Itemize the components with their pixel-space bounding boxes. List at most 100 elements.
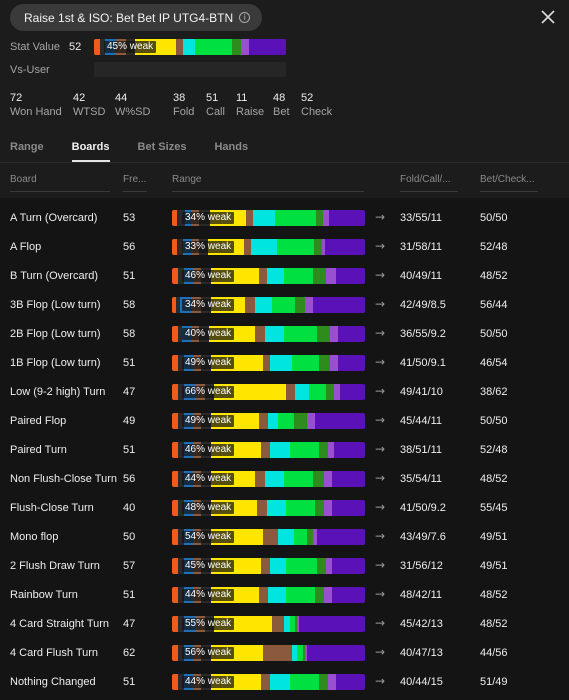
table-row[interactable]: Non Flush-Close Turn 56 44% weak → 35/54/11 4… bbox=[0, 464, 569, 493]
board-frequency: 51 bbox=[123, 357, 136, 369]
range-bar-segment bbox=[231, 39, 242, 55]
spot-title-pill[interactable]: Raise 1st & ISO: Bet Bet IP UTG4-BTN i bbox=[10, 4, 263, 31]
range-bar: 45% weak bbox=[172, 558, 365, 574]
close-icon[interactable] bbox=[538, 7, 558, 27]
column-header-fold-call-raise[interactable]: Fold/Call/... bbox=[400, 174, 451, 185]
table-row[interactable]: A Flop 56 33% weak → 31/58/11 52/48 bbox=[0, 232, 569, 261]
range-bar-segment bbox=[308, 384, 327, 400]
tab-divider bbox=[0, 162, 569, 163]
board-name: Nothing Changed bbox=[10, 676, 96, 688]
board-name: Rainbow Turn bbox=[10, 589, 78, 601]
arrow-right-icon[interactable]: → bbox=[375, 384, 386, 398]
range-bar-segment bbox=[172, 674, 178, 690]
bet-check-value: 51/49 bbox=[480, 676, 508, 688]
board-frequency: 47 bbox=[123, 618, 136, 630]
board-frequency: 53 bbox=[123, 212, 136, 224]
column-header-bet-check[interactable]: Bet/Check... bbox=[480, 174, 535, 185]
range-bar: 44% weak bbox=[172, 674, 365, 690]
arrow-right-icon[interactable]: → bbox=[375, 210, 386, 224]
range-bar-segment bbox=[264, 326, 284, 342]
range-bar-segment bbox=[172, 529, 178, 545]
board-name: Paired Turn bbox=[10, 444, 67, 456]
table-row[interactable]: Nothing Changed 51 44% weak → 40/44/15 51/49 bbox=[0, 667, 569, 696]
range-bar-segment bbox=[297, 616, 300, 632]
arrow-right-icon[interactable]: → bbox=[375, 297, 386, 311]
info-icon[interactable]: i bbox=[239, 12, 251, 23]
range-bar-label: 45% weak bbox=[104, 41, 157, 53]
summary-stat-label: Fold bbox=[173, 106, 195, 118]
arrow-right-icon[interactable]: → bbox=[375, 500, 386, 514]
tab-boards[interactable]: Boards bbox=[71, 141, 110, 162]
range-bar-label: 55% weak bbox=[182, 618, 235, 630]
range-bar-segment bbox=[172, 558, 178, 574]
column-header-frequency[interactable]: Fre... bbox=[123, 174, 147, 185]
range-bar-segment bbox=[303, 645, 306, 661]
board-name: 4 Card Flush Turn bbox=[10, 647, 99, 659]
range-bar-segment bbox=[270, 442, 290, 458]
tab-hands[interactable]: Hands bbox=[214, 141, 249, 153]
summary-stat-label: WTSD bbox=[73, 106, 106, 118]
table-row[interactable]: Paired Flop 49 49% weak → 45/44/11 50/50 bbox=[0, 406, 569, 435]
tab-bet-sizes[interactable]: Bet Sizes bbox=[137, 141, 187, 153]
range-bar-segment bbox=[177, 355, 184, 371]
arrow-right-icon[interactable]: → bbox=[375, 239, 386, 253]
bet-check-value: 48/52 bbox=[480, 589, 508, 601]
bet-check-value: 52/48 bbox=[480, 444, 508, 456]
range-bar-segment bbox=[324, 500, 333, 516]
table-row[interactable]: Flush-Close Turn 40 48% weak → 41/50/9.2 55/4… bbox=[0, 493, 569, 522]
table-row[interactable]: B Turn (Overcard) 51 46% weak → 40/49/11 48/5… bbox=[0, 261, 569, 290]
range-bar-segment bbox=[330, 355, 338, 371]
table-row[interactable]: 4 Card Straight Turn 47 55% weak → 45/42/13 4… bbox=[0, 609, 569, 638]
board-frequency: 51 bbox=[123, 589, 136, 601]
arrow-right-icon[interactable]: → bbox=[375, 471, 386, 485]
summary-stat-value: 44 bbox=[115, 92, 128, 104]
summary-stat-bet: 48 Bet bbox=[273, 92, 290, 118]
table-row[interactable]: 1B Flop (Low turn) 51 49% weak → 41/50/9.1 46… bbox=[0, 348, 569, 377]
table-row[interactable]: 2B Flop (Low turn) 58 40% weak → 36/55/9.2 50… bbox=[0, 319, 569, 348]
column-divider bbox=[400, 191, 458, 192]
range-bar: 40% weak bbox=[172, 326, 365, 342]
arrow-right-icon[interactable]: → bbox=[375, 529, 386, 543]
arrow-right-icon[interactable]: → bbox=[375, 355, 386, 369]
table-row[interactable]: Paired Turn 51 46% weak → 38/51/11 52/48 bbox=[0, 435, 569, 464]
arrow-right-icon[interactable]: → bbox=[375, 413, 386, 427]
range-bar-segment bbox=[177, 674, 184, 690]
table-row[interactable]: Low (9-2 high) Turn 47 66% weak → 49/41/10 38… bbox=[0, 377, 569, 406]
table-row[interactable]: 2 Flush Draw Turn 57 45% weak → 31/56/12 49/5… bbox=[0, 551, 569, 580]
bet-check-value: 49/51 bbox=[480, 531, 508, 543]
arrow-right-icon[interactable]: → bbox=[375, 616, 386, 630]
table-row[interactable]: Rainbow Turn 51 44% weak → 48/42/11 48/52 bbox=[0, 580, 569, 609]
range-bar: 66% weak bbox=[172, 384, 365, 400]
arrow-right-icon[interactable]: → bbox=[375, 442, 386, 456]
table-row[interactable]: 4 Card Flush Turn 62 56% weak → 40/47/13 44/5… bbox=[0, 638, 569, 667]
tab-range[interactable]: Range bbox=[10, 141, 44, 153]
stats-header-panel bbox=[0, 0, 569, 198]
arrow-right-icon[interactable]: → bbox=[375, 674, 386, 688]
arrow-right-icon[interactable]: → bbox=[375, 558, 386, 572]
summary-stat-value: 52 bbox=[301, 92, 314, 104]
arrow-right-icon[interactable]: → bbox=[375, 326, 386, 340]
range-bar-segment bbox=[172, 616, 178, 632]
range-bar-segment bbox=[307, 413, 315, 429]
range-bar-segment bbox=[266, 500, 286, 516]
bet-check-value: 56/44 bbox=[480, 299, 508, 311]
board-name: Non Flush-Close Turn bbox=[10, 473, 117, 485]
range-bar-segment bbox=[289, 616, 296, 632]
column-header-board[interactable]: Board bbox=[10, 174, 37, 185]
range-bar-label: 54% weak bbox=[182, 531, 235, 543]
column-header-range[interactable]: Range bbox=[172, 174, 202, 185]
table-row[interactable]: 3B Flop (Low turn) 58 34% weak → 42/49/8.5 56… bbox=[0, 290, 569, 319]
range-bar-label: 44% weak bbox=[182, 589, 235, 601]
table-row[interactable]: Mono flop 50 54% weak → 43/49/7.6 49/51 bbox=[0, 522, 569, 551]
arrow-right-icon[interactable]: → bbox=[375, 645, 386, 659]
range-bar-segment bbox=[175, 39, 184, 55]
board-frequency: 47 bbox=[123, 386, 136, 398]
summary-stat-value: 72 bbox=[10, 92, 23, 104]
range-bar-segment bbox=[172, 471, 178, 487]
table-row[interactable]: A Turn (Overcard) 53 34% weak → 33/55/11 50/5… bbox=[0, 203, 569, 232]
column-divider bbox=[10, 191, 110, 192]
range-bar-segment bbox=[283, 268, 313, 284]
arrow-right-icon[interactable]: → bbox=[375, 268, 386, 282]
arrow-right-icon[interactable]: → bbox=[375, 587, 386, 601]
range-bar-segment bbox=[318, 442, 329, 458]
